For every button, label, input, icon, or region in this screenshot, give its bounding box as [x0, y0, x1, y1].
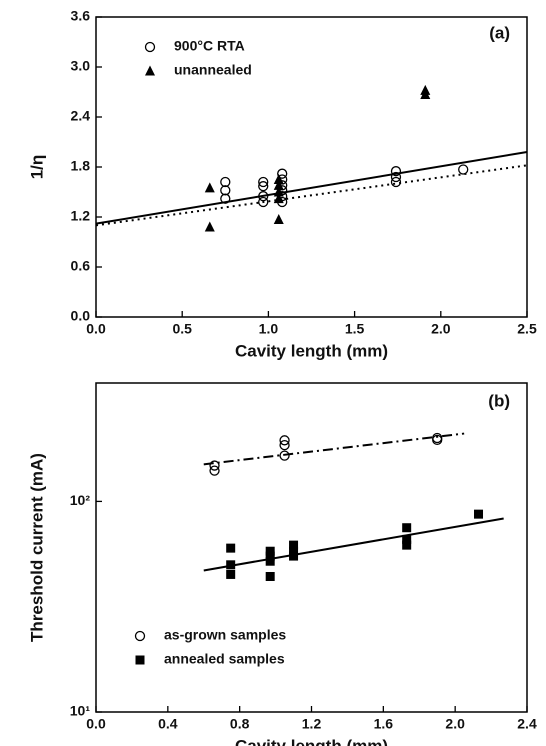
y-tick-label: 3.0 — [71, 58, 91, 74]
point — [273, 179, 284, 190]
legend-marker — [144, 41, 156, 53]
x-tick-label: 1.5 — [345, 321, 365, 337]
point — [279, 450, 290, 461]
point — [474, 509, 484, 519]
y-tick-label: 10² — [70, 492, 91, 508]
point — [289, 546, 299, 556]
point — [273, 174, 284, 184]
point — [273, 186, 284, 197]
fit-line — [95, 164, 528, 227]
legend-label: annealed samples — [164, 651, 285, 667]
x-tick-label: 0.4 — [158, 716, 178, 732]
y-tick-label: 2.4 — [71, 108, 91, 124]
x-tick-label: 0.5 — [172, 321, 192, 337]
point — [226, 543, 236, 553]
legend-label: unannealed — [174, 62, 252, 78]
y-tick-label: 0.0 — [71, 308, 91, 324]
point — [458, 164, 469, 175]
panel-label: (a) — [489, 23, 510, 42]
point — [432, 434, 443, 446]
x-tick-label: 2.0 — [431, 321, 451, 337]
point — [209, 465, 220, 476]
y-tick-label: 3.6 — [71, 8, 91, 24]
point — [226, 560, 236, 570]
x-tick-label: 2.4 — [517, 716, 537, 732]
fit-line — [203, 432, 465, 466]
point — [204, 221, 215, 232]
legend-marker — [145, 65, 155, 76]
point — [220, 185, 231, 196]
legend-marker — [135, 655, 145, 665]
point — [273, 214, 284, 224]
legend-marker — [134, 630, 146, 642]
panel-label: (b) — [488, 391, 510, 410]
legend-label: 900°C RTA — [174, 38, 245, 54]
x-tick-label: 0.8 — [230, 716, 250, 732]
point — [220, 193, 231, 204]
x-tick-label: 2.0 — [445, 716, 465, 732]
x-axis-label: Cavity length (mm) — [235, 341, 388, 360]
point — [289, 551, 299, 561]
point — [289, 540, 299, 550]
point — [265, 546, 275, 556]
x-tick-label: 0.0 — [86, 321, 106, 337]
y-axis-label: Threshold current (mA) — [27, 453, 46, 642]
point — [420, 89, 431, 99]
point — [265, 551, 275, 561]
point — [265, 556, 275, 566]
point — [209, 460, 220, 471]
y-axis-label: 1/η — [27, 155, 46, 180]
x-tick-label: 1.0 — [259, 321, 279, 337]
x-tick-label: 1.2 — [302, 716, 322, 732]
y-tick-label: 0.6 — [71, 258, 91, 274]
point — [390, 176, 402, 188]
point — [258, 176, 269, 188]
x-tick-label: 1.6 — [374, 716, 394, 732]
point — [226, 569, 236, 579]
x-tick-label: 2.5 — [517, 321, 537, 337]
point — [402, 540, 412, 550]
point — [273, 193, 284, 204]
point — [258, 196, 269, 208]
point — [279, 439, 290, 451]
fit-line — [203, 517, 504, 572]
fit-line — [95, 151, 528, 225]
point — [258, 181, 269, 192]
plot-frame — [95, 16, 528, 318]
point — [402, 534, 412, 544]
point — [402, 523, 412, 533]
point — [265, 571, 275, 581]
y-tick-label: 1.8 — [71, 158, 91, 174]
point — [390, 171, 402, 183]
point — [258, 191, 269, 202]
x-tick-label: 0.0 — [86, 716, 106, 732]
plot-frame — [95, 382, 528, 713]
legend-label: as-grown samples — [164, 627, 286, 643]
point — [279, 435, 290, 446]
point — [220, 176, 231, 188]
y-tick-label: 1.2 — [71, 208, 91, 224]
point — [277, 168, 288, 179]
x-axis-label: Cavity length (mm) — [235, 736, 388, 746]
point — [204, 182, 215, 193]
point — [390, 166, 402, 177]
y-tick-label: 10¹ — [70, 703, 91, 719]
